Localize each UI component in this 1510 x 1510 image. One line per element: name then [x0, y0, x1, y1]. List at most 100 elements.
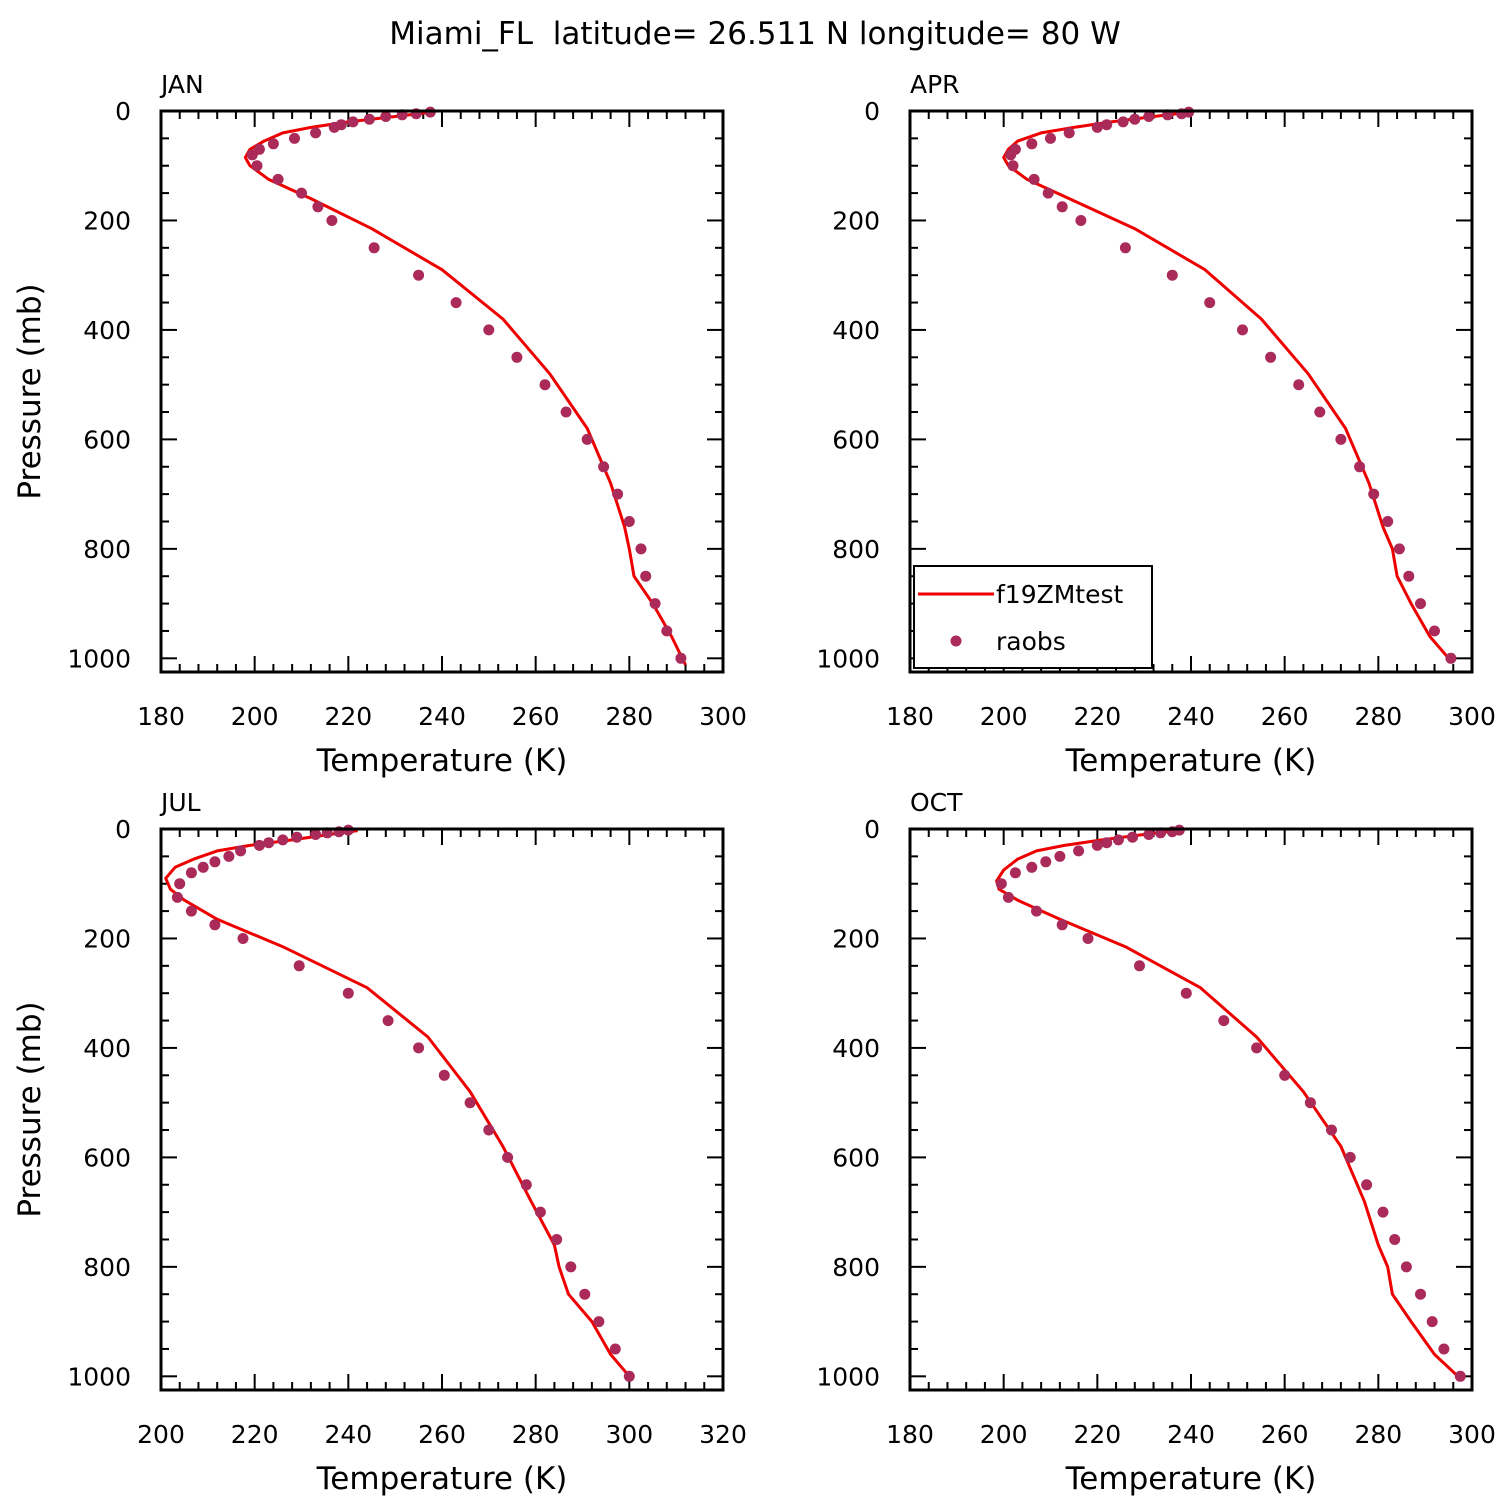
raobs-point — [1426, 1316, 1438, 1328]
raobs-point — [347, 116, 359, 128]
raobs-point — [289, 132, 300, 144]
x-tick-label: 180 — [886, 702, 934, 731]
raobs-point — [1429, 625, 1440, 637]
x-tick-label: 200 — [231, 702, 279, 731]
x-tick-label: 300 — [1448, 702, 1496, 731]
x-tick-label: 180 — [137, 702, 185, 731]
plot-area — [164, 824, 635, 1382]
panel-title: JAN — [159, 70, 204, 99]
raobs-point — [1075, 215, 1087, 226]
raobs-point — [598, 461, 610, 473]
raobs-point — [1031, 905, 1042, 917]
raobs-point — [593, 1316, 605, 1328]
raobs-point — [1112, 834, 1124, 846]
raobs-point — [312, 201, 324, 213]
raobs-point — [413, 269, 425, 281]
raobs-point — [520, 1179, 532, 1191]
raobs-point — [649, 598, 661, 610]
model-profile-line — [995, 829, 1459, 1378]
raobs-point — [438, 1069, 450, 1081]
raobs-point — [1134, 960, 1145, 972]
raobs-point — [995, 878, 1007, 890]
y-tick-label: 200 — [832, 206, 880, 235]
y-tick-label: 0 — [115, 815, 131, 844]
x-tick-label: 220 — [231, 1420, 279, 1449]
raobs-point — [1293, 379, 1305, 391]
raobs-point — [1166, 269, 1178, 281]
raobs-point — [174, 878, 186, 890]
x-tick-label: 280 — [512, 1420, 560, 1449]
main-title: Miami_FL latitude= 26.511 N longitude= 8… — [389, 16, 1120, 52]
raobs-point — [1314, 406, 1326, 418]
raobs-point — [1304, 1097, 1316, 1109]
raobs-point — [209, 919, 221, 931]
legend-box — [913, 565, 1153, 669]
x-tick-label: 240 — [324, 1420, 372, 1449]
raobs-point — [1354, 461, 1366, 473]
raobs-point — [1400, 1261, 1412, 1273]
x-tick-label: 300 — [699, 702, 747, 731]
raobs-point — [612, 488, 624, 500]
raobs-point — [1454, 1370, 1466, 1382]
raobs-point — [1438, 1343, 1450, 1355]
raobs-point — [1368, 488, 1380, 500]
raobs-point — [251, 160, 263, 172]
raobs-point — [342, 987, 354, 999]
raobs-point — [1251, 1042, 1263, 1054]
y-tick-label: 400 — [832, 316, 880, 345]
y-axis-title: Pressure (mb) — [12, 1001, 48, 1217]
x-tick-label: 240 — [1167, 702, 1215, 731]
y-tick-label: 1000 — [67, 644, 131, 673]
raobs-point — [1415, 598, 1426, 610]
raobs-point — [560, 406, 572, 418]
raobs-point — [661, 625, 673, 637]
panel-title: APR — [910, 70, 960, 99]
panel-oct: OCT 180 200 220 240 260 280 300 0 200 400 600 800 100… — [816, 788, 1495, 1497]
legend-obs-label: raobs — [996, 627, 1066, 656]
plot-frame — [908, 109, 1474, 674]
raobs-point — [380, 111, 392, 122]
x-tick-label: 180 — [886, 1420, 934, 1449]
plot-area — [995, 824, 1466, 1382]
raobs-point — [1377, 1206, 1389, 1218]
raobs-point — [1129, 113, 1141, 125]
raobs-point — [382, 1015, 394, 1027]
raobs-point — [1091, 839, 1103, 851]
raobs-point — [1091, 121, 1103, 133]
raobs-point — [296, 187, 307, 199]
raobs-point — [1237, 324, 1248, 336]
raobs-point — [197, 861, 209, 873]
raobs-point — [1056, 919, 1068, 931]
y-tick-label: 0 — [864, 815, 880, 844]
raobs-point — [1042, 187, 1054, 199]
y-tick-label: 800 — [832, 535, 880, 564]
raobs-point — [1326, 1124, 1337, 1136]
raobs-point — [579, 1288, 591, 1300]
raobs-point — [1101, 837, 1113, 849]
raobs-point — [1026, 861, 1038, 873]
panel-apr: APR 180 200 220 240 260 280 300 0 200 400 600 800 100… — [816, 70, 1495, 779]
raobs-point — [1054, 850, 1066, 862]
y-tick-label: 600 — [832, 425, 880, 454]
raobs-point — [368, 242, 380, 254]
raobs-point — [1026, 138, 1038, 150]
raobs-point — [1063, 127, 1075, 139]
raobs-point — [413, 1042, 425, 1054]
raobs-point — [483, 324, 495, 336]
x-tick-label: 280 — [1354, 702, 1402, 731]
raobs-point — [1040, 856, 1052, 868]
raobs-point — [1073, 845, 1085, 857]
raobs-point — [1101, 119, 1113, 131]
x-axis-title: Temperature (K) — [1065, 743, 1317, 779]
model-profile-line — [243, 111, 687, 666]
raobs-point — [623, 516, 635, 527]
x-tick-label: 200 — [980, 1420, 1028, 1449]
raobs-point — [1143, 111, 1155, 122]
raobs-point — [464, 1097, 476, 1109]
x-tick-label: 240 — [1167, 1420, 1215, 1449]
legend-dot-swatch — [950, 635, 962, 647]
raobs-point — [246, 149, 258, 161]
raobs-point — [483, 1124, 495, 1136]
legend: f19ZMtest raobs — [913, 565, 1153, 669]
